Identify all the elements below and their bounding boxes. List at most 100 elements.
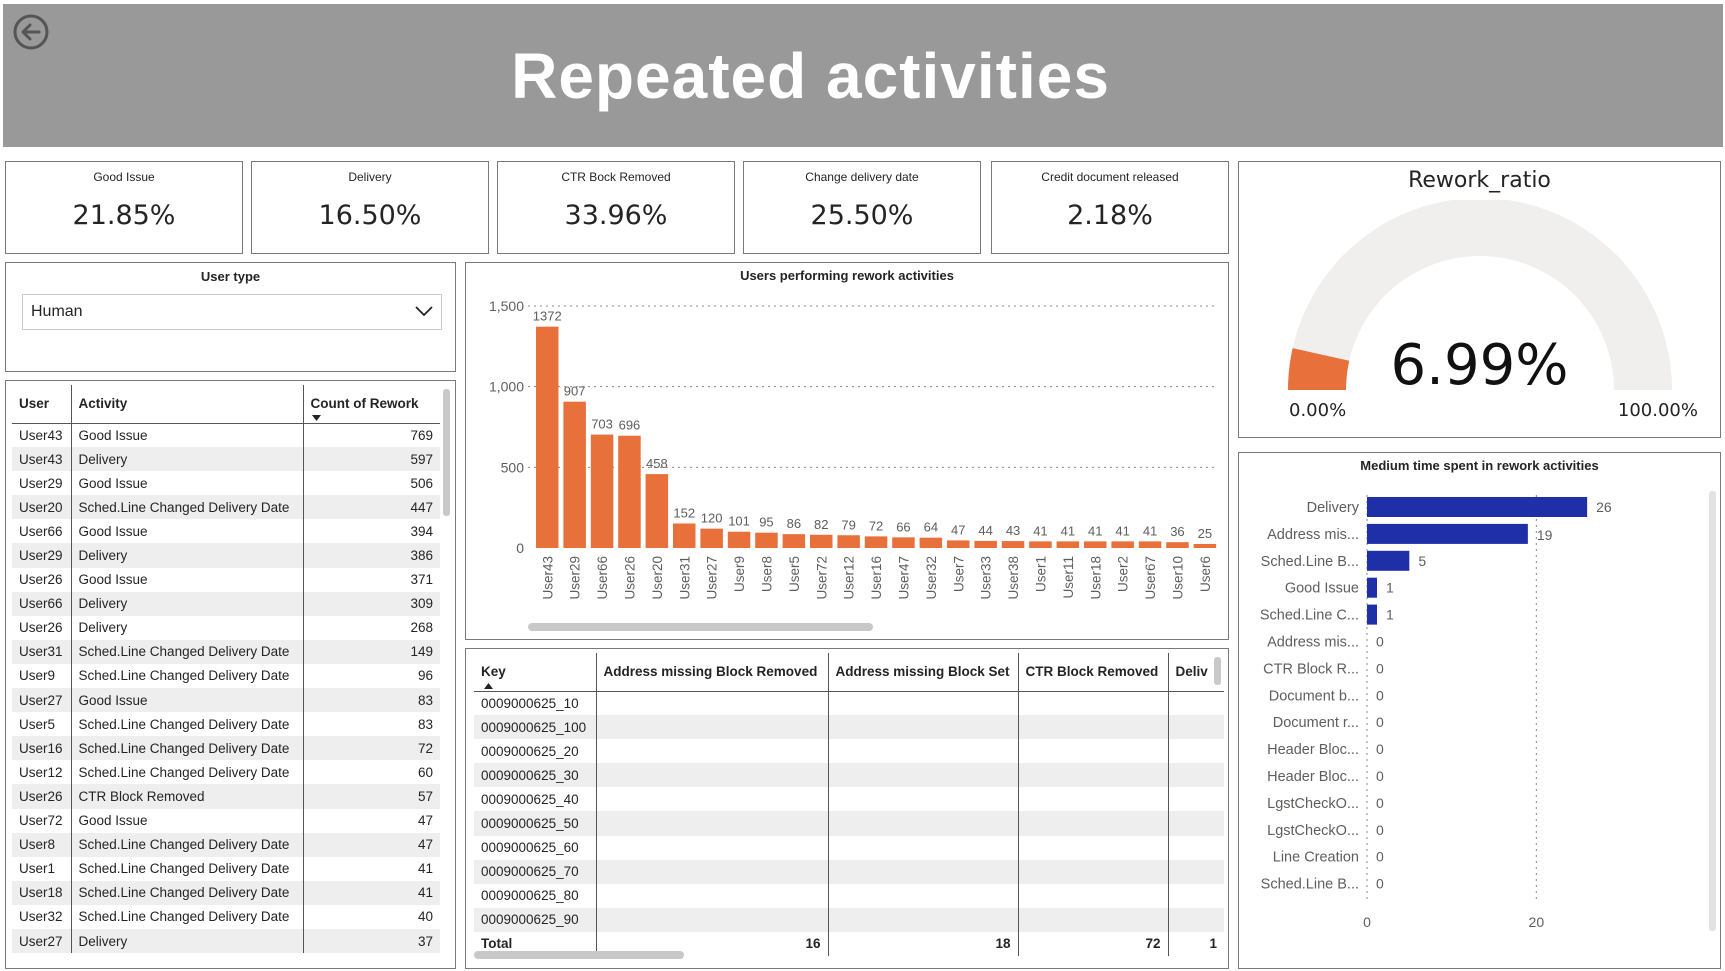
table-vertical-scrollbar[interactable] — [443, 389, 450, 516]
user-cell: User9 — [12, 663, 72, 689]
column-header-user[interactable]: User — [12, 385, 72, 424]
bar[interactable] — [974, 540, 997, 548]
table-row[interactable]: User8 Sched.Line Changed Delivery Date 47 — [12, 832, 440, 857]
bar[interactable] — [919, 537, 943, 548]
rework-count-cell: 597 — [303, 447, 440, 472]
table-horizontal-scrollbar[interactable] — [474, 951, 684, 959]
activity-cell: Sched.Line Changed Delivery Date — [71, 712, 304, 737]
bar[interactable] — [1367, 604, 1377, 625]
column-header-address-missing-block-set[interactable]: Address missing Block Set — [828, 653, 1019, 692]
x-tick-label: User1 — [1033, 556, 1048, 592]
table-row[interactable]: 0009000625_80 — [474, 883, 1224, 908]
table-row[interactable]: 0009000625_100 — [474, 715, 1224, 740]
total-value: 18 — [828, 931, 1019, 957]
table-row[interactable]: User43 Delivery 597 — [12, 447, 440, 472]
x-tick-label: User67 — [1143, 556, 1158, 600]
bar[interactable] — [1138, 541, 1162, 548]
bar[interactable] — [1367, 497, 1588, 517]
kpi-card-ctr-block-removed: CTR Bock Removed 33.96% — [497, 161, 735, 254]
category-label: CTR Block R... — [1263, 661, 1359, 677]
table-row[interactable]: User66 Good Issue 394 — [12, 519, 440, 544]
table-row[interactable]: 0009000625_40 — [474, 787, 1224, 812]
column-header-ctr-block-removed[interactable]: CTR Block Removed — [1018, 653, 1169, 692]
table-row[interactable]: User43 Good Issue 769 — [12, 423, 440, 448]
bar[interactable] — [645, 474, 669, 548]
column-header-activity[interactable]: Activity — [71, 385, 304, 424]
bar[interactable] — [864, 536, 888, 548]
bar[interactable] — [700, 528, 723, 548]
bar[interactable] — [536, 326, 559, 548]
value-cell — [1168, 763, 1224, 788]
bar[interactable] — [892, 537, 915, 548]
table-row[interactable]: User29 Delivery 386 — [12, 543, 440, 568]
data-label: 0 — [1376, 876, 1384, 892]
bar[interactable] — [673, 523, 696, 548]
table-row[interactable]: User9 Sched.Line Changed Delivery Date 96 — [12, 663, 440, 689]
user-type-dropdown[interactable]: Human — [22, 294, 442, 330]
table-row[interactable]: 0009000625_20 — [474, 739, 1224, 764]
table-row[interactable]: User32 Sched.Line Changed Delivery Date 40 — [12, 904, 440, 929]
activity-cell: Sched.Line Changed Delivery Date — [71, 663, 304, 689]
table-row[interactable]: User31 Sched.Line Changed Delivery Date 14… — [12, 639, 440, 664]
rework-count-cell: 309 — [303, 591, 440, 616]
bar[interactable] — [1166, 542, 1189, 548]
table-row[interactable]: User26 Delivery 268 — [12, 615, 440, 640]
table-row[interactable]: User72 Good Issue 47 — [12, 808, 440, 833]
chevron-down-icon — [415, 306, 433, 317]
user-cell: User32 — [12, 904, 72, 929]
table-row[interactable]: User18 Sched.Line Changed Delivery Date 41 — [12, 880, 440, 905]
table-row[interactable]: 0009000625_70 — [474, 859, 1224, 884]
bar[interactable] — [1367, 577, 1377, 598]
bar[interactable] — [1367, 550, 1410, 571]
bar[interactable] — [1367, 523, 1528, 544]
x-tick-label: User20 — [650, 556, 665, 600]
column-header-key[interactable]: Key — [474, 653, 597, 692]
table-row[interactable]: 0009000625_30 — [474, 763, 1224, 788]
bar[interactable] — [810, 534, 833, 548]
table-row[interactable]: User29 Good Issue 506 — [12, 471, 440, 496]
table-row[interactable]: User16 Sched.Line Changed Delivery Date 72 — [12, 736, 440, 761]
table-row[interactable]: 0009000625_90 — [474, 907, 1224, 932]
chart-horizontal-scrollbar[interactable] — [528, 623, 873, 631]
table-row[interactable]: User1 Sched.Line Changed Delivery Date 41 — [12, 856, 440, 881]
table-row[interactable]: 0009000625_50 — [474, 811, 1224, 836]
table-vertical-scrollbar[interactable] — [1214, 657, 1221, 685]
bar[interactable] — [618, 435, 641, 548]
table-row[interactable]: User27 Delivery 37 — [12, 928, 440, 954]
chart-vertical-scrollbar[interactable] — [1709, 491, 1716, 931]
table-row[interactable]: User27 Good Issue 83 — [12, 688, 440, 713]
column-header-address-missing-block-removed[interactable]: Address missing Block Removed — [596, 653, 829, 692]
bar[interactable] — [1001, 541, 1025, 548]
bar[interactable] — [947, 540, 970, 548]
bar[interactable] — [727, 531, 751, 548]
rework-count-cell: 37 — [303, 928, 440, 954]
bar[interactable] — [782, 534, 806, 548]
back-arrow-icon[interactable] — [11, 12, 51, 52]
data-label: 36 — [1170, 524, 1184, 539]
user-cell: User1 — [12, 856, 72, 881]
table-row[interactable]: User26 CTR Block Removed 57 — [12, 784, 440, 809]
table-row[interactable]: User20 Sched.Line Changed Delivery Date 44… — [12, 495, 440, 520]
table-row[interactable]: 0009000625_60 — [474, 835, 1224, 860]
value-cell — [1168, 739, 1224, 763]
column-header-count-of-rework[interactable]: Count of Rework — [303, 385, 440, 424]
bar[interactable] — [837, 535, 860, 548]
table-row[interactable]: User5 Sched.Line Changed Delivery Date 83 — [12, 712, 440, 737]
bar[interactable] — [755, 532, 778, 548]
bar[interactable] — [1193, 543, 1217, 548]
table-row[interactable]: User66 Delivery 309 — [12, 591, 440, 616]
bar[interactable] — [1056, 541, 1080, 548]
table-row[interactable]: User12 Sched.Line Changed Delivery Date 60 — [12, 760, 440, 785]
bar[interactable] — [1029, 541, 1052, 548]
value-cell — [828, 907, 1019, 932]
bar[interactable] — [1084, 541, 1107, 548]
bar[interactable] — [1111, 541, 1134, 548]
table-row[interactable]: User26 Good Issue 371 — [12, 567, 440, 592]
data-label: 1 — [1386, 607, 1394, 623]
category-label: Sched.Line C... — [1260, 608, 1359, 624]
data-label: 152 — [673, 505, 695, 520]
bar[interactable] — [563, 401, 586, 548]
kpi-card-good-issue: Good Issue 21.85% — [5, 161, 243, 254]
bar[interactable] — [590, 434, 614, 548]
table-row[interactable]: 0009000625_10 — [474, 691, 1224, 716]
